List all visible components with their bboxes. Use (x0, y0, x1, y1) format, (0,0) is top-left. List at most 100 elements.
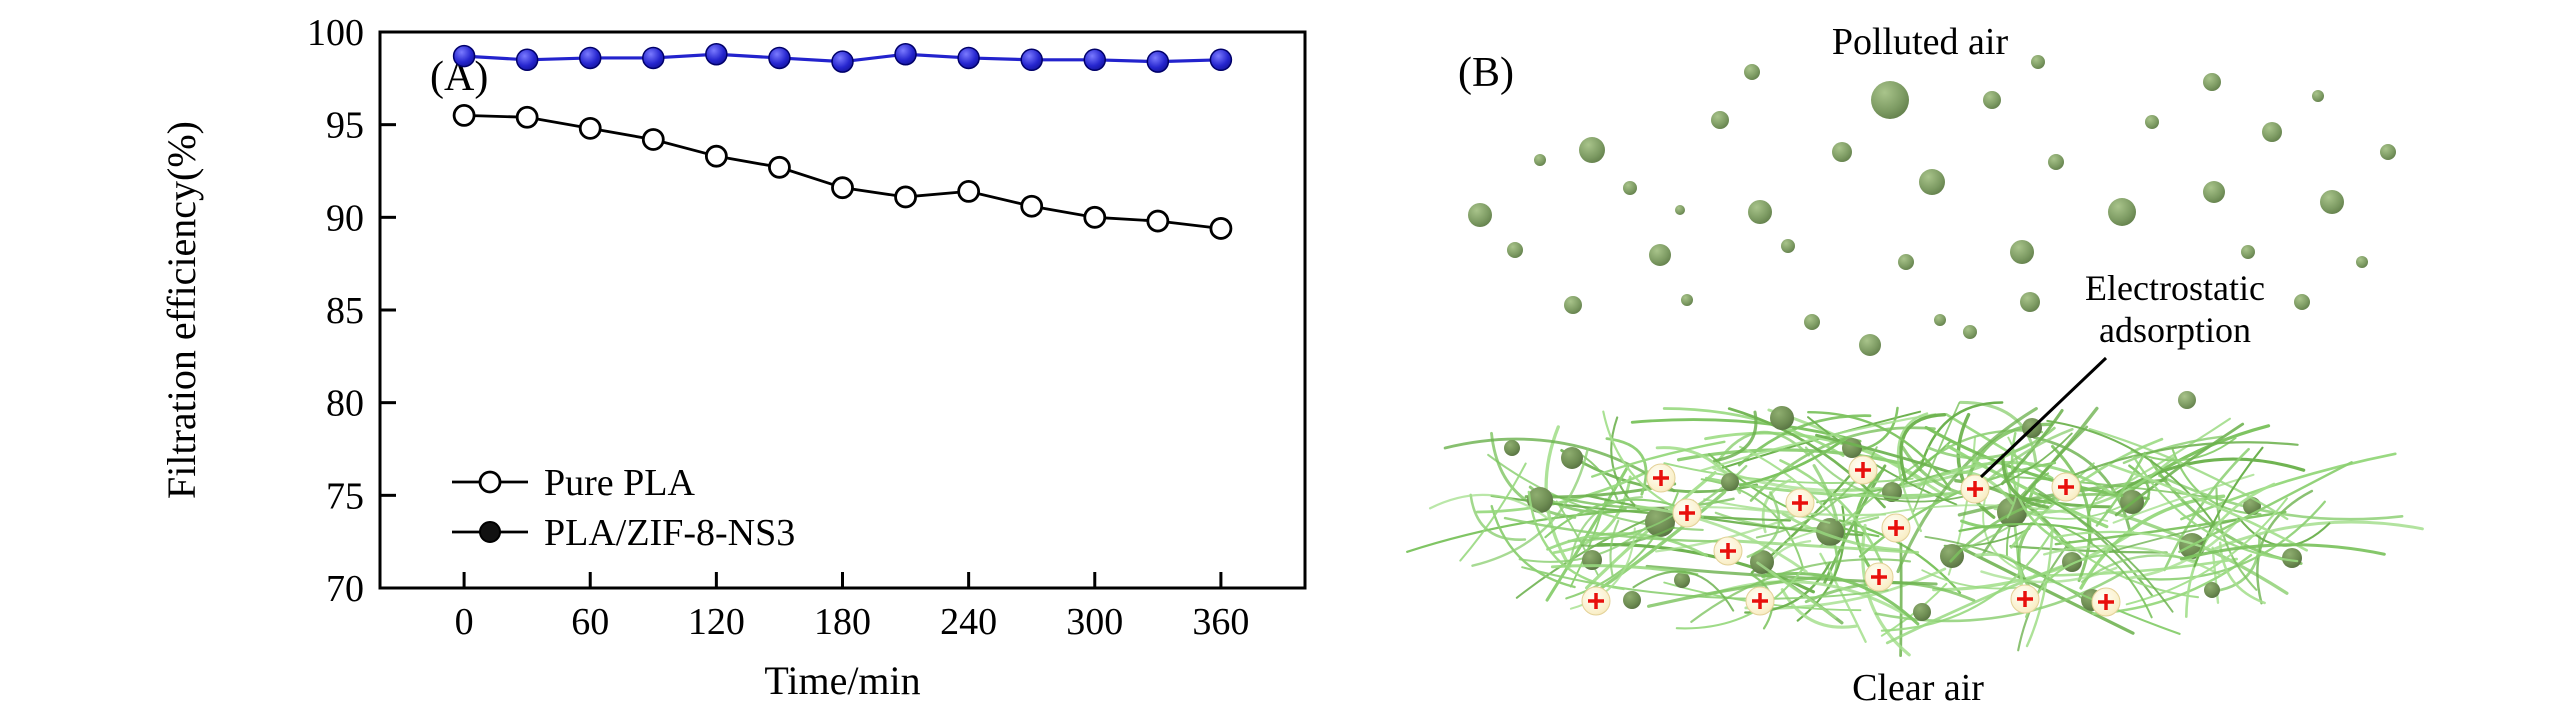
y-tick-label: 75 (326, 475, 364, 517)
captured-particle (1913, 603, 1931, 621)
positive-charge (2010, 584, 2040, 614)
pollution-particle (2020, 292, 2040, 312)
pollution-particle (2178, 391, 2196, 409)
filtration-efficiency-chart: 70 75 80 85 90 95 100 0 60 120 180 240 300 360 Filtrat… (159, 12, 1307, 703)
captured-particle (1561, 447, 1583, 469)
pollution-particle (1963, 325, 1977, 339)
data-point-open (831, 176, 854, 200)
pollution-particle (1781, 239, 1795, 253)
data-point-filled (452, 44, 476, 68)
data-point-filled (1209, 48, 1233, 72)
clear-air-label: Clear air (1852, 667, 1984, 709)
pollution-particle (1534, 154, 1546, 166)
pollution-particle (2108, 198, 2136, 226)
pollution-particle (1859, 334, 1881, 356)
pollution-particle (1564, 296, 1582, 314)
electrostatic-label-line1: Electrostatic (2085, 268, 2265, 308)
x-tick-label: 0 (455, 601, 474, 643)
data-point-filled (705, 42, 728, 66)
captured-particle (1504, 440, 1520, 456)
x-tick-label: 120 (688, 601, 745, 643)
pollution-particle (2294, 294, 2310, 310)
positive-charge (1672, 498, 1702, 528)
positive-charge (2051, 472, 2081, 502)
pollution-particle (2356, 256, 2368, 268)
pollution-particle (1711, 111, 1729, 129)
data-point-open (1020, 194, 1044, 218)
pollution-particle (2203, 73, 2221, 91)
data-point-open (452, 104, 476, 127)
data-point-open (1083, 205, 1107, 229)
y-tick-label: 80 (326, 383, 364, 425)
airborne-particles (1468, 55, 2396, 409)
data-point-filled (1146, 50, 1170, 73)
x-tick-label: 360 (1192, 601, 1249, 643)
series-pure-pla (452, 104, 1233, 240)
legend-label: PLA/ZIF-8-NS3 (544, 512, 795, 554)
x-tick-label: 300 (1066, 601, 1123, 643)
pollution-particle (2145, 115, 2159, 129)
pollution-particle (1804, 314, 1820, 330)
electrostatic-label-line2: adsorption (2099, 310, 2251, 350)
captured-particle (2282, 548, 2302, 568)
positive-charge (1646, 463, 1676, 493)
data-point-open (957, 179, 981, 203)
series-line (464, 114, 1222, 230)
legend: Pure PLA PLA/ZIF-8-NS3 (452, 462, 795, 554)
y-tick-label: 95 (326, 105, 364, 147)
captured-particle (2204, 582, 2220, 598)
captured-particle (1750, 550, 1774, 574)
x-tick-label: 180 (814, 601, 871, 643)
legend-label: Pure PLA (544, 462, 696, 504)
data-point-filled (515, 48, 539, 72)
captured-particle (1623, 591, 1641, 609)
y-tick-label: 85 (326, 290, 364, 332)
data-point-filled (642, 46, 665, 70)
panel-b-label: (B) (1458, 50, 1514, 96)
pollution-particle (1871, 81, 1909, 119)
data-point-open (1146, 209, 1170, 233)
positive-charge (1848, 455, 1878, 485)
x-tick-label: 240 (940, 601, 997, 643)
pollution-particle (1468, 203, 1492, 227)
pollution-particle (2010, 240, 2034, 264)
data-point-filled (831, 50, 854, 73)
pollution-particle (1983, 91, 2001, 109)
pollution-particle (2320, 190, 2344, 214)
positive-charge (1745, 586, 1775, 616)
positive-charge (1881, 513, 1911, 543)
pollution-particle (1675, 205, 1685, 215)
data-point-filled (1020, 48, 1043, 72)
charge-markers (1581, 455, 2121, 617)
pollution-particle (2048, 154, 2064, 170)
positive-charge (1713, 536, 1743, 566)
pollution-particle (1934, 314, 1946, 326)
captured-particle (1527, 487, 1553, 513)
electrostatic-adsorption-diagram: (B) Polluted air Electrostatic adsorptio… (1406, 21, 2424, 709)
x-axis-title: Time/min (764, 658, 920, 703)
pollution-particle (1748, 200, 1772, 224)
pollution-particle (1898, 254, 1914, 270)
panel-b-adsorption-diagram: (B) Polluted air Electrostatic adsorptio… (1330, 0, 2567, 724)
data-point-open (578, 116, 602, 140)
data-point-filled (894, 42, 917, 66)
captured-particle (1721, 473, 1739, 491)
data-point-open (894, 185, 917, 209)
pollution-particle (2380, 144, 2396, 160)
pollution-particle (1832, 142, 1852, 162)
data-point-open (704, 144, 728, 168)
series-pla-zif-8-ns3 (452, 42, 1233, 73)
pollution-particle (2312, 90, 2324, 102)
pollution-particle (2241, 245, 2255, 259)
captured-particle (1770, 406, 1794, 430)
pollution-particle (2203, 181, 2225, 203)
y-axis-title: Filtration efficiency(%) (159, 121, 204, 499)
data-point-filled (957, 46, 980, 70)
data-point-open (641, 128, 665, 151)
pollution-particle (1649, 244, 1671, 266)
pollution-particle (1507, 242, 1523, 258)
legend-marker-open (478, 470, 502, 494)
pollution-particle (1919, 169, 1945, 195)
diagram-art (1406, 55, 2424, 657)
